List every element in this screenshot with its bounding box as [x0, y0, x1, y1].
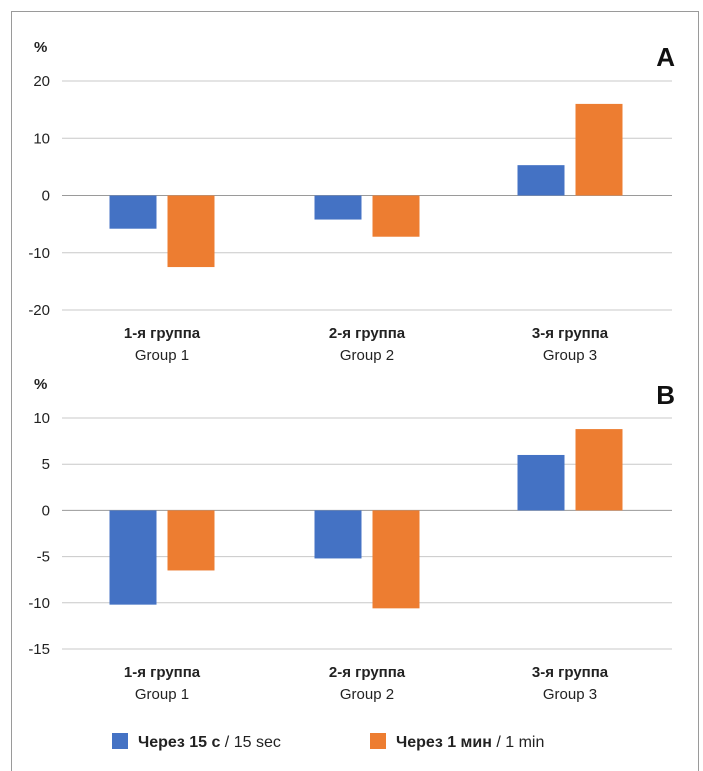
y-tick-label: -5 [37, 549, 50, 566]
legend-item-label-ru: Через 15 с [138, 734, 220, 751]
y-axis-unit-label: % [34, 376, 47, 393]
y-tick-label: -15 [28, 641, 50, 658]
category-label-ru: 2-я группа [329, 664, 406, 681]
figure-frame [11, 11, 699, 771]
category-label-en: Group 3 [543, 347, 597, 364]
bar-15sec-group-1 [109, 510, 157, 605]
bar-15sec-group-3 [517, 454, 565, 511]
legend-swatch-15sec [112, 733, 128, 749]
legend-item-label-en: / 1 min [492, 734, 544, 751]
category-label-en: Group 1 [135, 347, 189, 364]
y-tick-label: 20 [33, 73, 50, 90]
bar-15sec-group-2 [314, 195, 362, 220]
bar-1min-group-2 [372, 510, 420, 609]
y-axis-unit-label: % [34, 39, 47, 56]
legend-swatch-1min [370, 733, 386, 749]
y-tick-label: 10 [33, 410, 50, 427]
panel-label: B [656, 380, 675, 410]
category-label-ru: 3-я группа [532, 664, 609, 681]
legend-item-label: Через 15 с / 15 sec [138, 734, 281, 751]
y-tick-label: -20 [28, 302, 50, 319]
category-label-ru: 2-я группа [329, 325, 406, 342]
panel-label: A [656, 42, 675, 72]
bar-15sec-group-3 [517, 165, 565, 196]
category-label-ru: 3-я группа [532, 325, 609, 342]
legend-item-label-en: / 15 sec [220, 734, 280, 751]
y-tick-label: 10 [33, 130, 50, 147]
category-label-ru: 1-я группа [124, 325, 201, 342]
y-tick-label: 0 [42, 188, 50, 205]
category-label-en: Group 2 [340, 686, 394, 703]
bar-1min-group-1 [167, 510, 215, 571]
bar-15sec-group-2 [314, 510, 362, 559]
bar-1min-group-1 [167, 195, 215, 268]
bar-1min-group-3 [575, 429, 623, 511]
category-label-en: Group 1 [135, 686, 189, 703]
bar-15sec-group-1 [109, 195, 157, 229]
y-tick-label: -10 [28, 595, 50, 612]
y-tick-label: 0 [42, 502, 50, 519]
bar-1min-group-3 [575, 103, 623, 196]
legend-item-label: Через 1 мин / 1 min [396, 734, 544, 751]
y-tick-label: 5 [42, 456, 50, 473]
y-tick-label: -10 [28, 245, 50, 262]
category-label-ru: 1-я группа [124, 664, 201, 681]
category-label-en: Group 2 [340, 347, 394, 364]
legend-item-label-ru: Через 1 мин [396, 734, 492, 751]
bar-1min-group-2 [372, 195, 420, 237]
category-label-en: Group 3 [543, 686, 597, 703]
